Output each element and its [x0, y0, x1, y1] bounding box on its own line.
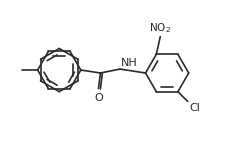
Text: Cl: Cl — [190, 103, 201, 113]
Text: NH: NH — [121, 58, 138, 68]
Text: NO$_2$: NO$_2$ — [149, 21, 171, 35]
Text: O: O — [94, 93, 103, 103]
